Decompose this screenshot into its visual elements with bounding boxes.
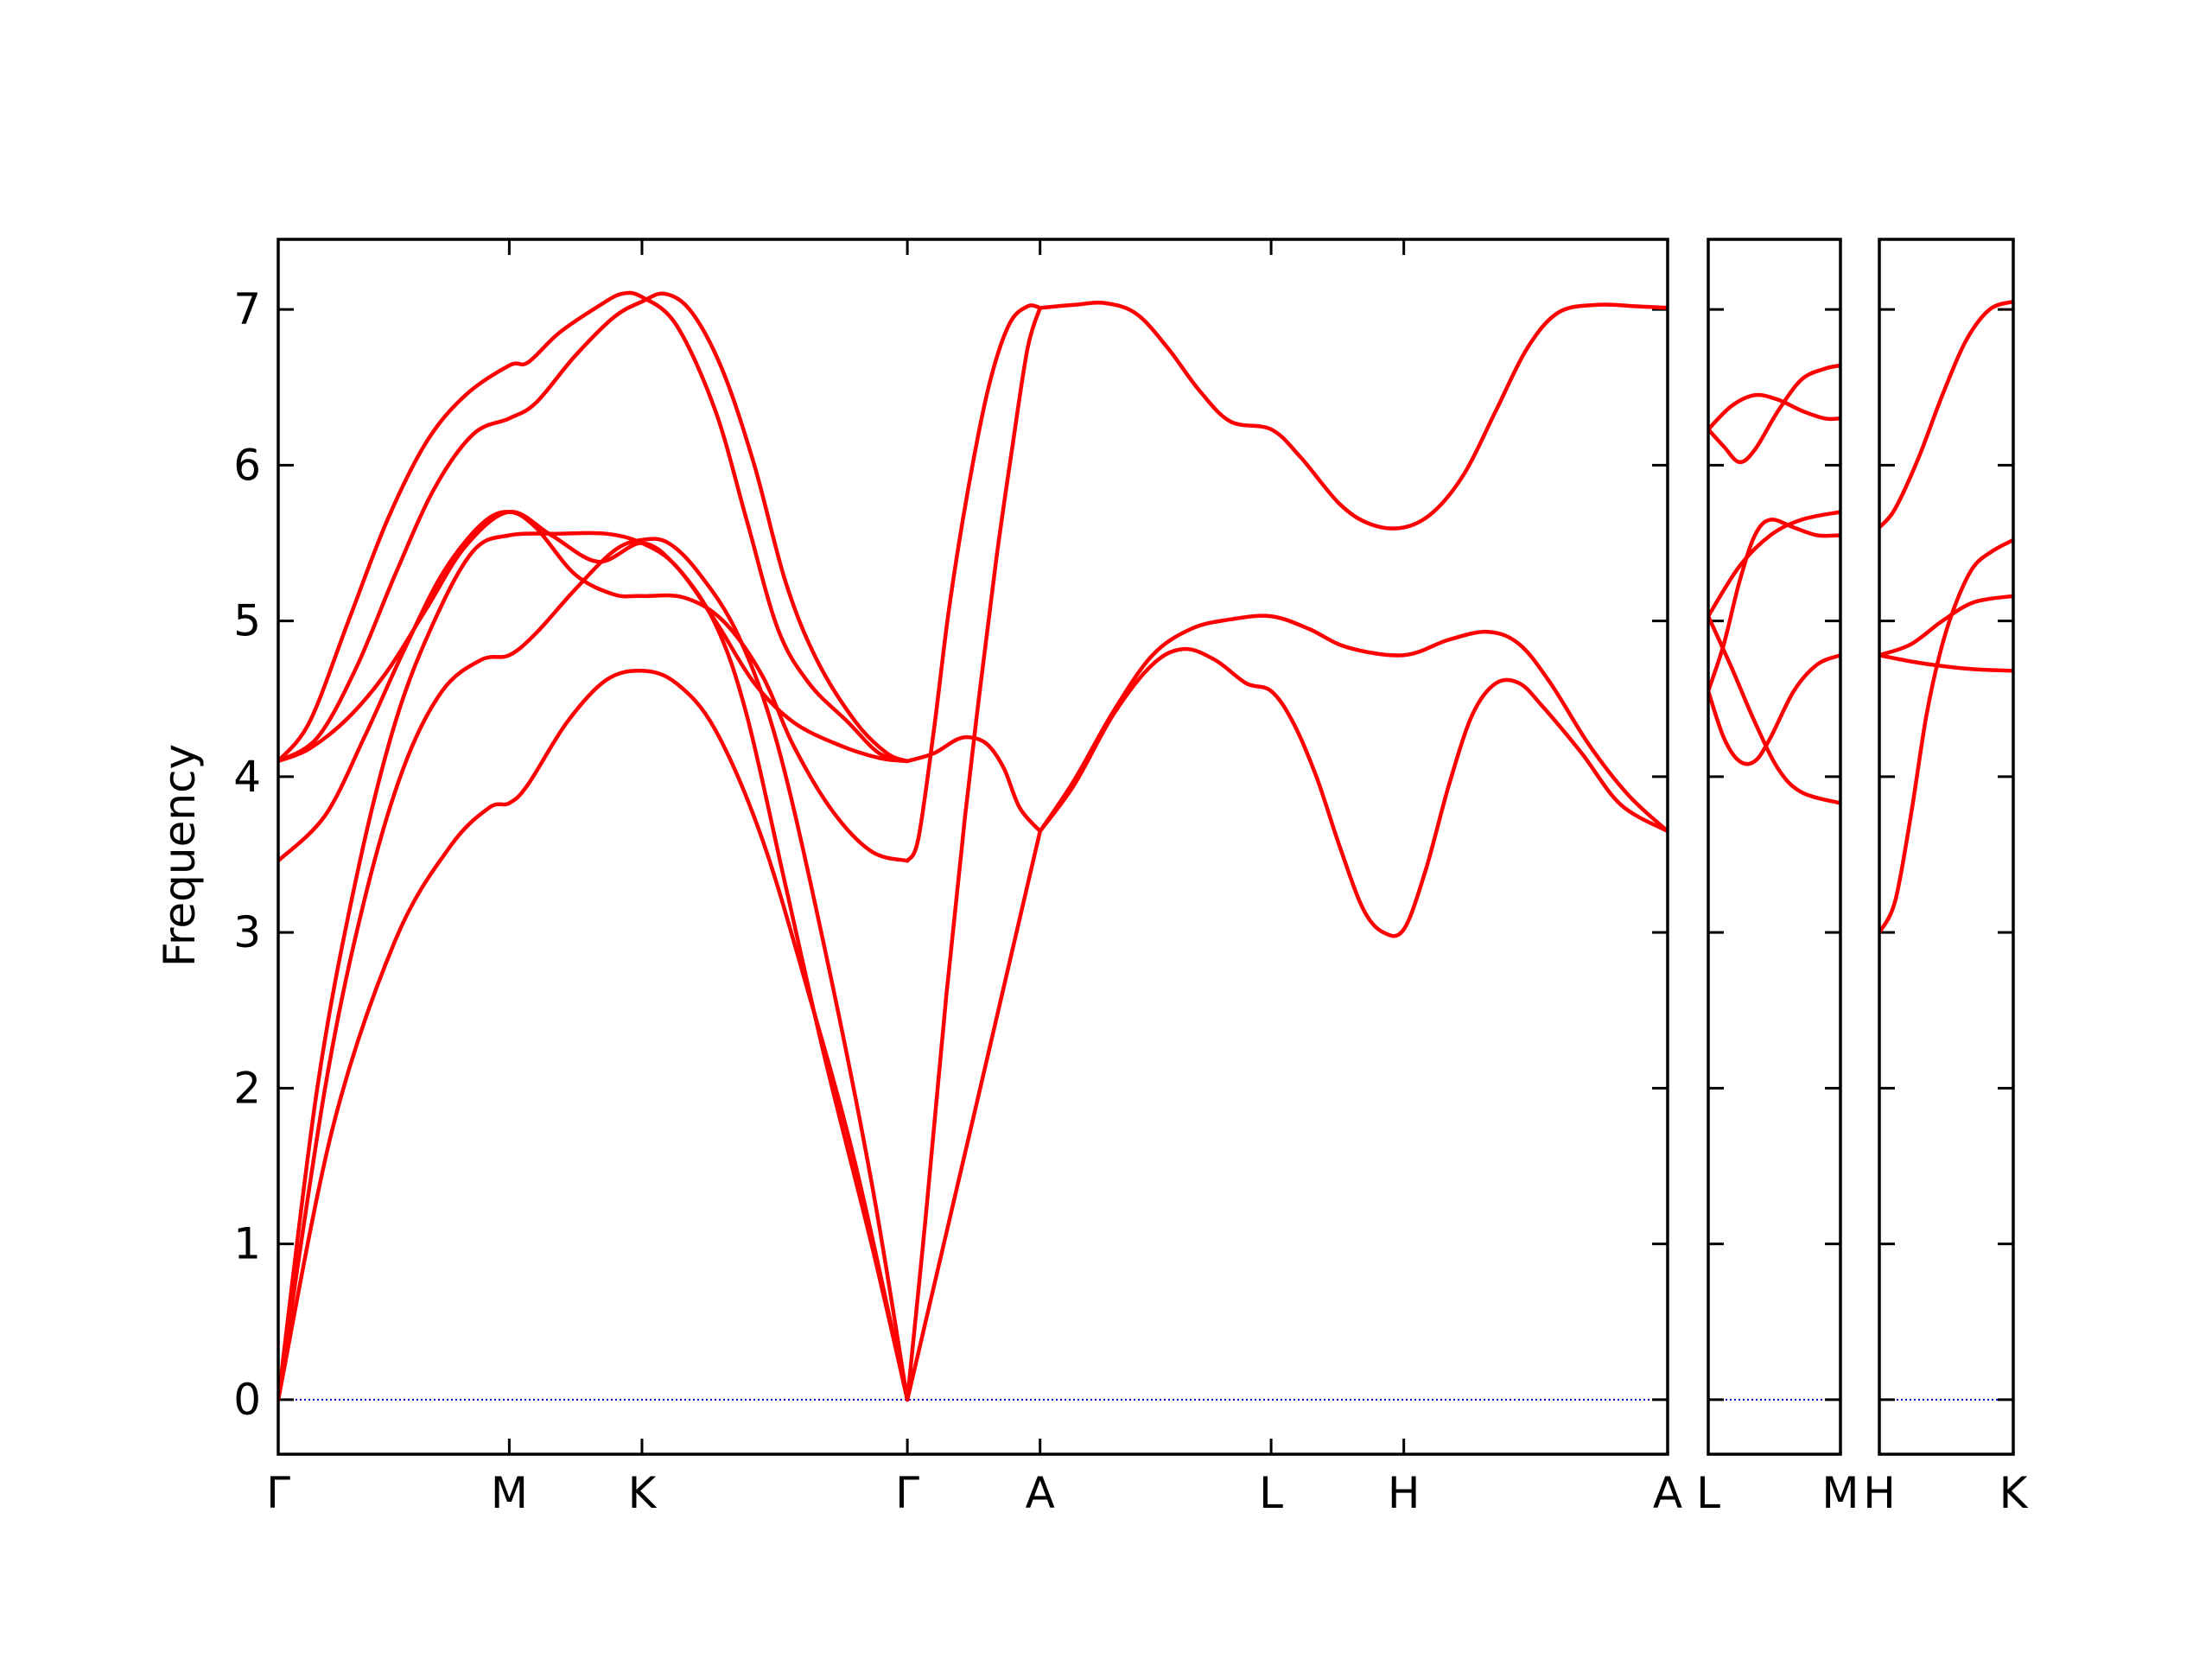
- y-tick-label-3: 3: [233, 907, 261, 957]
- y-tick-label-0: 0: [233, 1375, 261, 1425]
- y-tick-label-7: 7: [233, 284, 261, 334]
- band-main-b8: [905, 829, 1042, 1402]
- x-tick-label-main-5: L: [1259, 1468, 1283, 1518]
- panel-frame-H-K: [1878, 238, 2015, 1456]
- band-main-b6: [278, 290, 910, 764]
- x-tick-label-main-1: M: [491, 1468, 528, 1518]
- band-L-M-c4: [1708, 510, 1840, 619]
- panel-frame-main: [276, 238, 1669, 1456]
- branches-H-K: [1879, 299, 2013, 935]
- band-L-M-c5: [1708, 363, 1840, 465]
- x-tick-label-main-0: Γ: [266, 1468, 290, 1518]
- x-tick-label-main-6: H: [1388, 1468, 1421, 1518]
- band-main-b9: [905, 306, 1042, 1402]
- band-main-b12: [1038, 646, 1668, 938]
- band-H-K-d2: [1879, 653, 2013, 673]
- band-L-M-c1: [1708, 653, 1840, 766]
- y-tick-label-2: 2: [233, 1063, 261, 1113]
- x-tick-label-main-4: A: [1026, 1468, 1055, 1518]
- y-tick-label-1: 1: [233, 1219, 261, 1269]
- x-tick-label-L-M-1: M: [1821, 1468, 1859, 1518]
- band-H-K-d4: [1879, 299, 2013, 530]
- y-tick-labels: 0 1 2 3 4 5 6 7: [233, 284, 261, 1425]
- y-tick-label-6: 6: [233, 440, 261, 490]
- y-tick-label-5: 5: [233, 596, 261, 646]
- x-tick-label-H-K-0: H: [1863, 1468, 1896, 1518]
- y-axis-label: Frequency: [155, 744, 205, 967]
- band-L-M-c3: [1708, 613, 1840, 805]
- x-tick-label-main-3: Γ: [895, 1468, 919, 1518]
- band-L-M-c2: [1708, 518, 1840, 693]
- band-main-b5: [278, 510, 910, 764]
- band-main-b10: [905, 303, 1042, 863]
- x-tick-label-main-7: A: [1653, 1468, 1682, 1518]
- band-main-b3: [278, 531, 910, 1402]
- band-main-b14: [1038, 301, 1668, 531]
- x-tick-label-main-2: K: [628, 1468, 658, 1518]
- band-L-M-c6: [1708, 392, 1840, 432]
- panel-frame-L-M: [1707, 238, 1842, 1456]
- x-tick-label-H-K-1: K: [1999, 1468, 2029, 1518]
- y-tick-label-4: 4: [233, 752, 261, 802]
- band-main-b13: [1038, 613, 1668, 834]
- band-main-b2: [278, 537, 910, 1402]
- band-main-b4: [278, 510, 910, 863]
- x-tick-label-L-M-0: L: [1696, 1468, 1720, 1518]
- band-main-b11: [905, 734, 1042, 834]
- band-main-b7: [278, 291, 910, 764]
- branches-L-M: [1708, 363, 1840, 805]
- band-H-K-d3: [1879, 594, 2013, 658]
- band-H-K-d1: [1879, 537, 2013, 935]
- branches-main: [278, 290, 1668, 1402]
